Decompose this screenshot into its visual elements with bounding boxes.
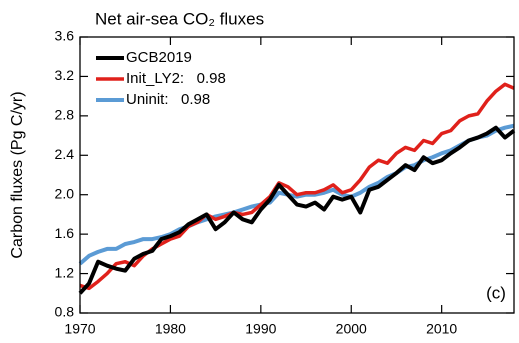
legend-label: Uninit: 0.98 [126,91,210,108]
y-tick-label: 2.8 [55,107,75,123]
x-tick-label: 2000 [336,321,367,337]
x-tick-label: 2010 [426,321,457,337]
legend-label: GCB2019 [126,49,192,66]
legend-label: Init_LY2: 0.98 [126,70,226,87]
series-line [78,125,516,295]
series-line [78,123,515,266]
x-tick-label: 1990 [245,321,276,337]
y-tick-label: 2.4 [55,146,75,162]
y-tick-label: 3.6 [55,28,75,44]
y-tick-label: 1.6 [55,225,75,241]
series-line [79,82,515,291]
y-axis-label: Carbon fluxes (Pg C/yr) [9,91,26,258]
y-tick-label: 1.2 [55,264,75,280]
chart-title: Net air-sea CO₂ fluxes [95,9,264,28]
y-tick-label: 2.0 [55,185,75,201]
panel-label: (c) [486,283,506,302]
x-tick-label: 1970 [64,321,95,337]
y-tick-label: 0.8 [55,304,75,320]
y-tick-label: 3.2 [55,67,75,83]
plot-frame [79,36,515,314]
x-tick-label: 1980 [155,321,186,337]
